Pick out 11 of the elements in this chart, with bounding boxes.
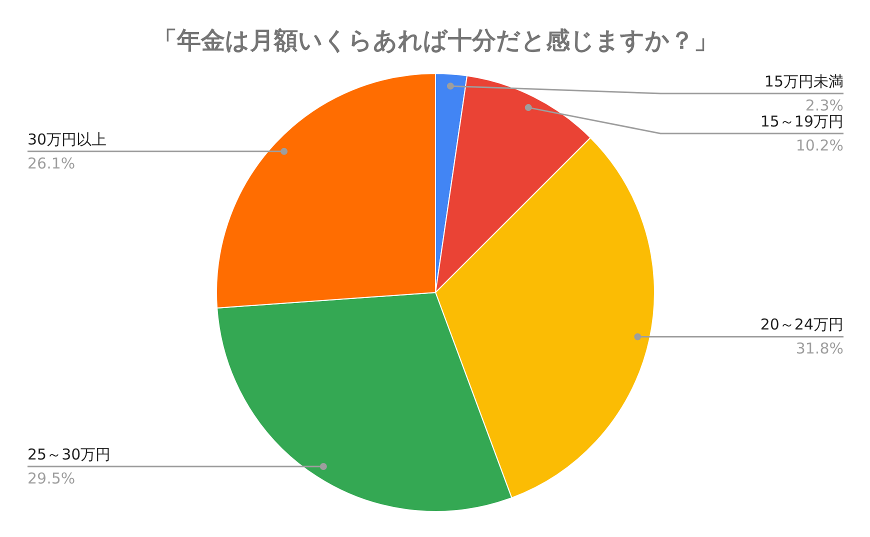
- data-label: 31.8%: [796, 340, 844, 358]
- data-label: 26.1%: [28, 154, 76, 172]
- slice-label: 15万円未満: [764, 72, 844, 90]
- data-label: 29.5%: [28, 469, 76, 488]
- slice-label: 20～24万円: [760, 316, 844, 334]
- chart-title: 「年金は月額いくらあれば十分だと感じますか？」: [153, 26, 718, 54]
- slice-label: 15～19万円: [760, 112, 844, 130]
- slice-label: 30万円以上: [28, 130, 107, 148]
- data-label: 2.3%: [805, 96, 844, 114]
- slice-label: 25～30万円: [28, 445, 111, 464]
- data-label: 10.2%: [796, 136, 844, 154]
